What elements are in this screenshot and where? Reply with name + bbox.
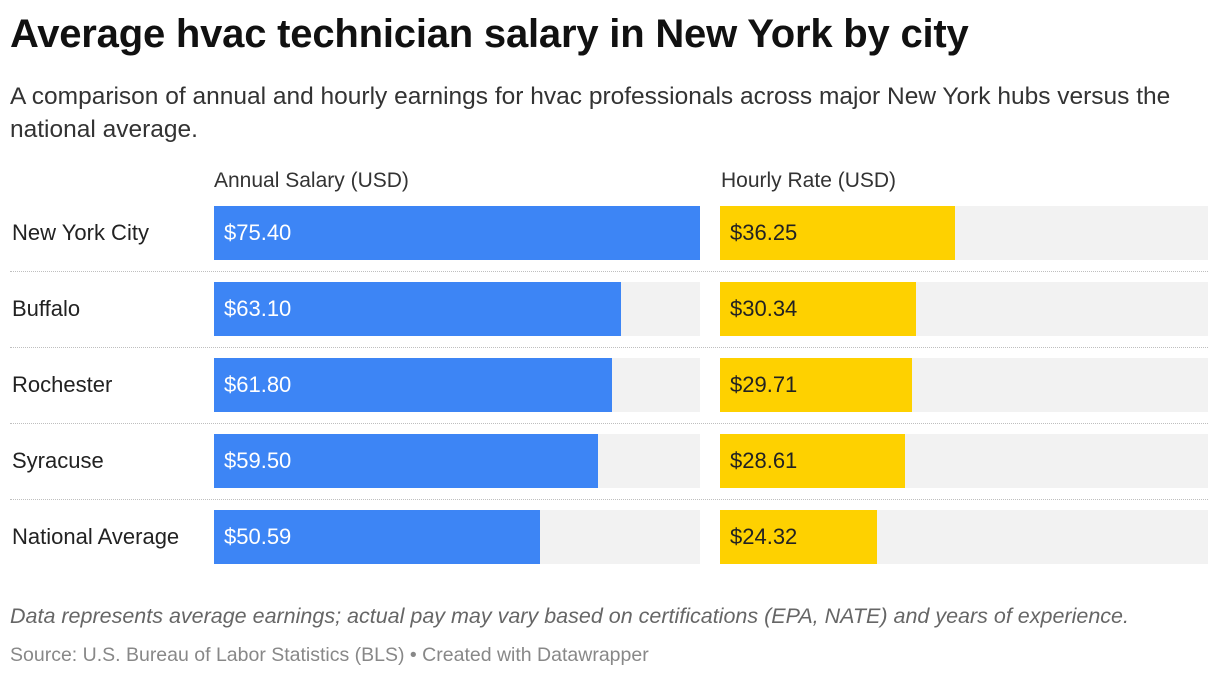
row-divider — [10, 271, 1208, 272]
chart-row: Buffalo $63.10 $30.34 — [0, 282, 1220, 336]
hourly-bar-track: $36.25 — [720, 206, 1208, 260]
category-label: Syracuse — [12, 448, 104, 473]
annual-value-label: $59.50 — [224, 448, 292, 473]
annual-column-header: Annual Salary (USD) — [214, 169, 409, 192]
chart-title: Average hvac technician salary in New Yo… — [10, 12, 969, 56]
chart-subtitle: A comparison of annual and hourly earnin… — [10, 83, 1171, 143]
split-bar-chart: Annual Salary (USD) Hourly Rate (USD) Ne… — [0, 164, 1220, 574]
hourly-bar — [720, 358, 912, 412]
row-divider — [10, 347, 1208, 348]
hourly-value-label: $29.71 — [730, 372, 798, 397]
hourly-value-label: $30.34 — [730, 296, 798, 321]
row-divider — [10, 423, 1208, 424]
hourly-bar — [720, 434, 905, 488]
chart-row: New York City $75.40 $36.25 — [0, 206, 1220, 260]
hourly-bar — [720, 206, 955, 260]
annual-bar-track: $63.10 — [214, 282, 700, 336]
annual-bar — [214, 434, 598, 488]
hourly-bar-track: $24.32 — [720, 510, 1208, 564]
annual-bar — [214, 358, 612, 412]
chart-row: National Average $50.59 $24.32 — [0, 510, 1220, 564]
hourly-value-label: $24.32 — [730, 524, 798, 549]
annual-value-label: $61.80 — [224, 372, 292, 397]
annual-bar-track: $75.40 — [214, 206, 700, 260]
hourly-bar-track: $30.34 — [720, 282, 1208, 336]
hourly-column-header: Hourly Rate (USD) — [721, 169, 897, 192]
category-label: Rochester — [12, 372, 113, 397]
annual-bar-track: $50.59 — [214, 510, 700, 564]
category-label: New York City — [12, 220, 149, 245]
chart-note: Data represents average earnings; actual… — [10, 604, 1129, 628]
hourly-bar-track: $28.61 — [720, 434, 1208, 488]
category-label: National Average — [12, 524, 180, 549]
annual-value-label: $50.59 — [224, 524, 292, 549]
annual-bar — [214, 510, 540, 564]
annual-bar — [214, 282, 621, 336]
hourly-bar — [720, 282, 916, 336]
chart-source: Source: U.S. Bureau of Labor Statistics … — [10, 644, 649, 666]
chart-row: Syracuse $59.50 $28.61 — [0, 434, 1220, 488]
annual-bar-track: $61.80 — [214, 358, 700, 412]
annual-value-label: $75.40 — [224, 220, 292, 245]
annual-bar-track: $59.50 — [214, 434, 700, 488]
row-divider — [10, 499, 1208, 500]
hourly-value-label: $36.25 — [730, 220, 798, 245]
category-label: Buffalo — [12, 296, 81, 321]
hourly-bar-track: $29.71 — [720, 358, 1208, 412]
chart-row: Rochester $61.80 $29.71 — [0, 358, 1220, 412]
hourly-bar — [720, 510, 877, 564]
annual-value-label: $63.10 — [224, 296, 292, 321]
annual-bar — [214, 206, 700, 260]
hourly-value-label: $28.61 — [730, 448, 798, 473]
